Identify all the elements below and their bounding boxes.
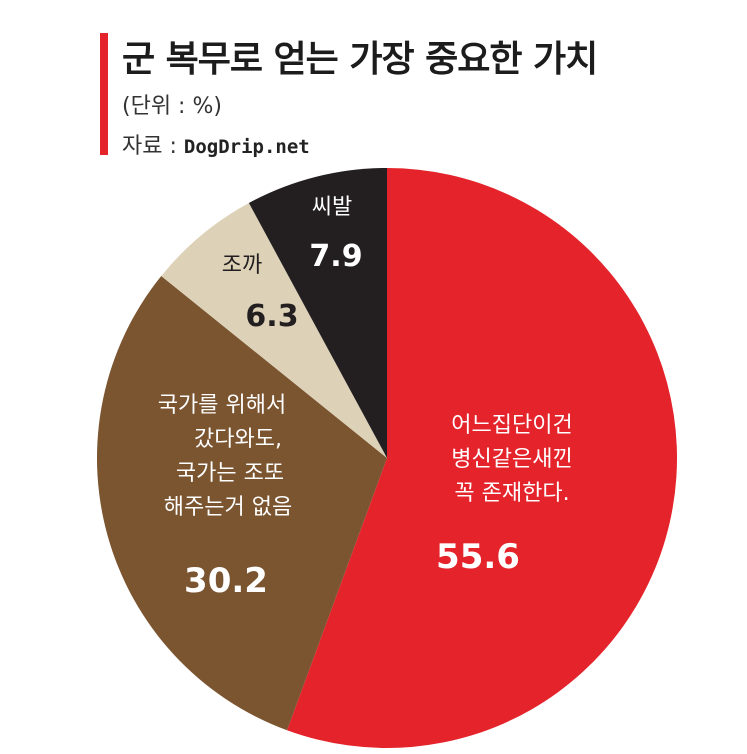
slice-2-label-line-4: 해주는거 없음: [164, 495, 292, 520]
title-accent-bar: [100, 33, 108, 155]
source-prefix: 자료 :: [122, 134, 184, 159]
slice-3-value: 6.3: [245, 299, 298, 334]
slice-2-label-line-1: 국가를 위해서: [158, 393, 286, 418]
slice-2-label-line-3: 국가는 조또: [176, 461, 284, 486]
chart-source: 자료 : DogDrip.net: [122, 128, 310, 160]
slice-2-label-line-2: 갔다와도,: [194, 427, 282, 452]
chart-title: 군 복무로 얻는 가장 중요한 가치: [122, 39, 598, 80]
pie-slice-4: [248, 168, 387, 458]
pie-slice-2: [96, 275, 387, 731]
chart-unit-note: (단위 : %): [122, 94, 222, 119]
slice-1-label-line-2: 병신같은새낀: [451, 447, 572, 472]
pie-slice-3: [161, 202, 387, 458]
slice-2-value: 30.2: [184, 561, 268, 601]
slice-1-label-line-3: 꼭 존재한다.: [454, 481, 569, 506]
slice-3-label-line-1: 조까: [222, 253, 262, 278]
slice-1-value: 55.6: [436, 537, 520, 577]
source-site: DogDrip.net: [183, 136, 310, 158]
slice-4-label-line-1: 씨발: [312, 195, 352, 220]
pie-slice-1: [287, 168, 678, 749]
slice-1-label-line-1: 어느집단이건: [451, 413, 572, 438]
slice-4-value: 7.9: [309, 239, 362, 274]
